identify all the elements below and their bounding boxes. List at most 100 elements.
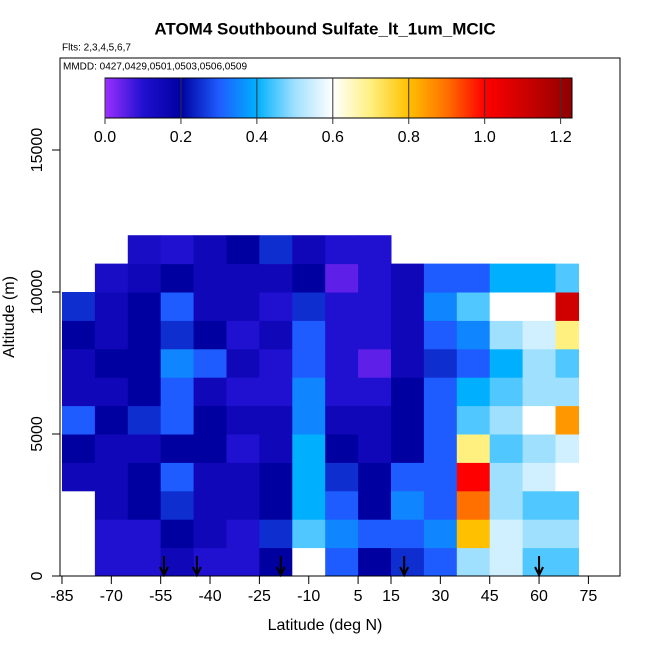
heat-cell [94, 320, 129, 350]
heat-cell [390, 519, 425, 549]
heat-cell [325, 263, 359, 293]
heat-cell [160, 292, 195, 321]
heat-cell [423, 292, 458, 321]
heat-cell [555, 320, 580, 350]
heat-cell [325, 292, 359, 321]
heat-cell [61, 434, 96, 463]
heat-cell [423, 377, 458, 407]
heat-cell [61, 377, 96, 407]
heat-cell [456, 263, 491, 293]
heat-cell [226, 519, 260, 549]
heat-cell [390, 292, 425, 321]
heat-cell [390, 547, 425, 577]
heat-cell [226, 348, 260, 378]
heat-cell [423, 519, 458, 549]
heat-cell [456, 320, 491, 350]
heat-cell [226, 434, 260, 463]
x-tick-label: 5 [354, 588, 363, 605]
heat-cell [489, 434, 524, 463]
heat-cell [226, 320, 260, 350]
x-tick-label: -10 [297, 588, 320, 605]
heat-cell [160, 462, 195, 492]
heat-cell [160, 519, 195, 549]
colorbar-tick-label: 1.0 [474, 129, 496, 146]
heat-cell [456, 490, 491, 520]
annotation: MMDD: 0427,0429,0501,0503,0506,0509 [63, 62, 247, 73]
heat-cell [489, 490, 524, 520]
colorbar-tick-label: 1.2 [549, 129, 571, 146]
x-axis-label: Latitude (deg N) [268, 617, 383, 634]
heat-cell [489, 519, 524, 549]
heat-cell [226, 292, 260, 321]
heat-cell [358, 348, 392, 378]
heat-cell [456, 519, 491, 549]
heat-cell [226, 547, 260, 577]
heat-cell [127, 235, 162, 265]
x-tick-label: 30 [431, 588, 449, 605]
heat-cell [423, 405, 458, 435]
heat-cell [226, 377, 260, 407]
heat-cell [127, 263, 162, 293]
heat-cell [127, 519, 162, 549]
heat-cell [489, 263, 524, 293]
heat-cell [160, 434, 195, 463]
x-tick-label: -25 [248, 588, 271, 605]
x-tick-label: -55 [149, 588, 172, 605]
heat-cell [127, 320, 162, 350]
heat-cell [423, 547, 458, 577]
heat-cell [160, 235, 195, 265]
heat-cell [489, 348, 524, 378]
heat-cell [390, 462, 425, 492]
heat-cell [292, 462, 326, 492]
colorbar-tick-label: 0.0 [94, 129, 116, 146]
heat-cell [160, 320, 195, 350]
heat-cell [489, 320, 524, 350]
heat-cell [94, 405, 129, 435]
heat-cell [94, 292, 129, 321]
heat-cell [325, 320, 359, 350]
heat-cell [390, 263, 425, 293]
heat-cell [456, 434, 491, 463]
heat-cell [259, 235, 293, 265]
heat-cell [61, 292, 96, 321]
heat-cell [61, 348, 96, 378]
colorbar [104, 77, 573, 119]
heat-cell [193, 320, 227, 350]
heat-cell [489, 405, 524, 435]
y-axis-label: Altitude (m) [1, 276, 18, 358]
x-tick-label: 60 [530, 588, 548, 605]
heat-cell [292, 377, 326, 407]
heat-cell [325, 405, 359, 435]
heat-cell [259, 292, 293, 321]
heat-cell [61, 320, 96, 350]
heat-cell [522, 377, 557, 407]
colorbar-tick-label: 0.2 [170, 129, 192, 146]
heat-cell [127, 405, 162, 435]
x-tick-label: 45 [481, 588, 499, 605]
heat-cell [259, 263, 293, 293]
heat-cell [160, 490, 195, 520]
heat-cell [489, 547, 524, 577]
heat-cell [259, 490, 293, 520]
heat-cell [522, 434, 557, 463]
x-tick-label: -85 [50, 588, 73, 605]
heat-cell [456, 547, 491, 577]
heat-cell [555, 292, 580, 321]
heat-cell [423, 263, 458, 293]
heat-cell [292, 405, 326, 435]
flight-marker-head [159, 566, 169, 578]
heat-cell [94, 263, 129, 293]
heat-cell [358, 405, 392, 435]
heat-cell [61, 405, 96, 435]
heat-cell [555, 377, 580, 407]
heat-cell [522, 292, 557, 321]
heat-cell [94, 519, 129, 549]
heat-cell [94, 547, 129, 577]
heat-cell [358, 292, 392, 321]
heat-cell [160, 405, 195, 435]
heat-cell [259, 348, 293, 378]
heat-cell [193, 405, 227, 435]
heat-cell [423, 490, 458, 520]
colorbar-tick-label: 0.4 [246, 129, 268, 146]
flight-marker-head [534, 566, 544, 578]
